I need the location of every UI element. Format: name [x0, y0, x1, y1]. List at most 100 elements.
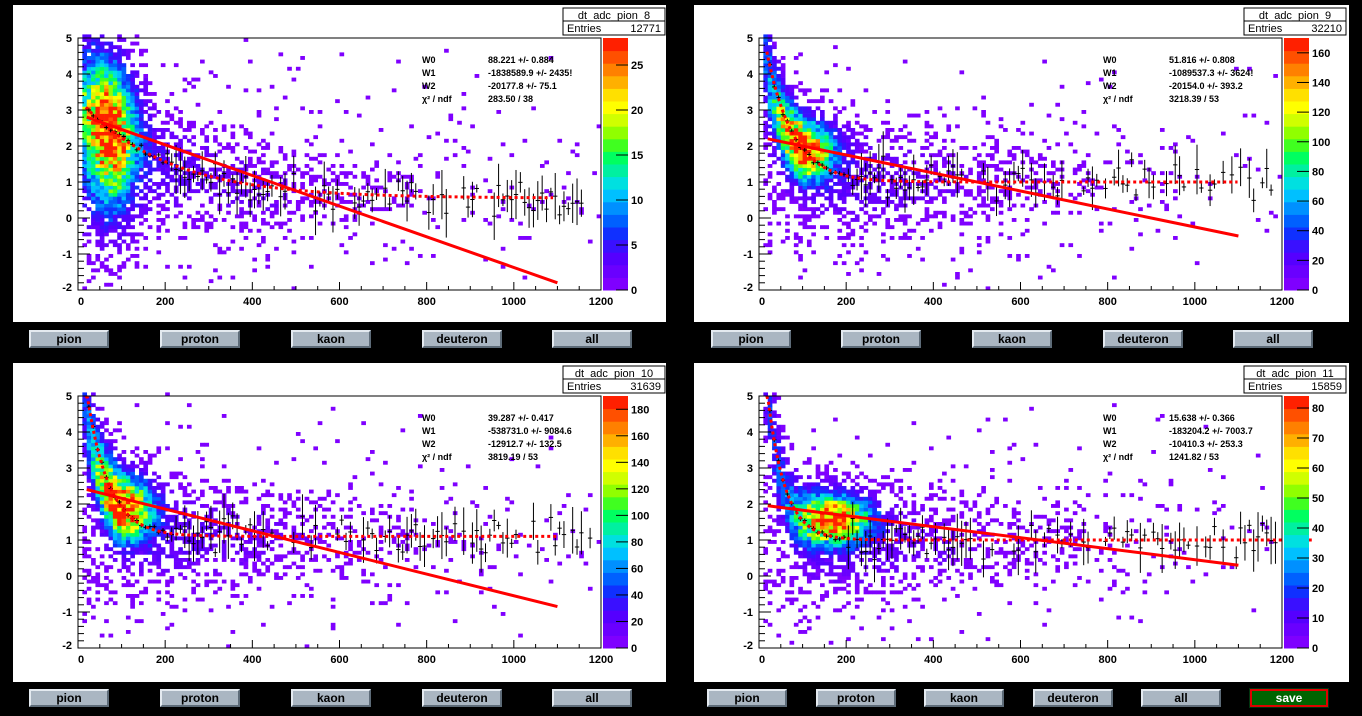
heatmap-cell — [772, 160, 777, 165]
heatmap-cell — [117, 568, 122, 573]
heatmap-cell — [252, 257, 257, 262]
heatmap-cell — [837, 135, 843, 140]
colorbar-segment — [603, 559, 628, 573]
heatmap-cell — [117, 160, 122, 165]
heatmap-cell — [143, 207, 149, 212]
heatmap-cell — [99, 633, 105, 638]
heatmap-cell — [95, 232, 101, 237]
heatmap-cell — [422, 84, 427, 89]
heatmap-cell — [117, 77, 122, 82]
heatmap-cell — [99, 468, 105, 472]
heatmap-cell — [104, 500, 109, 505]
heatmap-cell — [300, 572, 305, 577]
heatmap-cell — [798, 135, 803, 140]
heatmap-cell — [850, 142, 856, 147]
heatmap-cell — [147, 207, 153, 212]
heatmap-cell — [776, 84, 782, 89]
heatmap-cell — [139, 117, 144, 122]
heatmap-cell — [915, 113, 921, 118]
heatmap-cell — [295, 550, 301, 555]
heatmap-cell — [221, 218, 227, 222]
heatmap-cell — [139, 124, 144, 129]
heatmap-cell — [487, 189, 493, 194]
heatmap-cell — [239, 558, 244, 562]
heatmap-cell — [195, 597, 201, 602]
heatmap-cell — [108, 525, 114, 530]
heatmap-cell — [104, 453, 109, 458]
heatmap-cell — [448, 113, 454, 118]
heatmap-cell — [881, 200, 886, 204]
heatmap-cell — [457, 532, 462, 537]
heatmap-cell — [846, 210, 851, 215]
heatmap-cell — [156, 579, 162, 584]
heatmap-cell — [994, 164, 1000, 168]
heatmap-cell — [802, 268, 808, 273]
heatmap-cell — [213, 568, 218, 573]
heatmap-cell — [130, 200, 135, 204]
heatmap-cell — [767, 243, 773, 248]
heatmap-cell — [125, 489, 131, 494]
heatmap-cell — [902, 218, 908, 222]
heatmap-cell — [95, 156, 101, 161]
heatmap-cell — [165, 446, 170, 451]
heatmap-cell — [968, 268, 973, 273]
colorbar-tick-label: 160 — [631, 431, 649, 443]
heatmap-cell — [763, 417, 769, 422]
heatmap-cell — [815, 135, 821, 140]
heatmap-cell — [191, 120, 196, 125]
heatmap-cell — [776, 207, 782, 212]
heatmap-cell — [1024, 228, 1030, 233]
heatmap-cell — [143, 77, 149, 82]
fit-param-value: -1089537.3 +/- 3624! — [1169, 68, 1253, 78]
heatmap-cell — [841, 236, 847, 240]
heatmap-cell — [846, 120, 851, 125]
heatmap-cell — [518, 221, 523, 226]
heatmap-cell — [867, 196, 873, 201]
heatmap-cell — [1098, 77, 1104, 82]
heatmap-cell — [274, 207, 279, 212]
heatmap-cell — [370, 142, 375, 147]
heatmap-cell — [99, 52, 105, 57]
heatmap-cell — [789, 110, 795, 114]
heatmap-cell — [99, 92, 105, 96]
heatmap-cell — [1133, 218, 1139, 222]
heatmap-cell — [902, 232, 908, 237]
heatmap-cell — [86, 146, 92, 150]
heatmap-cell — [134, 178, 140, 183]
heatmap-cell — [147, 493, 153, 498]
heatmap-cell — [378, 601, 384, 606]
heatmap-cell — [108, 99, 114, 104]
heatmap-cell — [435, 590, 441, 595]
heatmap-cell — [815, 178, 821, 183]
heatmap-cell — [933, 153, 938, 158]
heatmap-cell — [195, 164, 201, 168]
heatmap-cell — [772, 153, 777, 158]
heatmap-cell — [204, 146, 210, 150]
heatmap-cell — [828, 146, 834, 150]
heatmap-cell — [160, 146, 166, 150]
heatmap-cell — [117, 236, 122, 240]
heatmap-cell — [780, 84, 786, 89]
heatmap-cell — [959, 232, 965, 237]
heatmap-cell — [112, 228, 118, 233]
heatmap-cell — [269, 604, 275, 609]
heatmap-cell — [1007, 207, 1013, 212]
heatmap-cell — [99, 529, 105, 534]
heatmap-cell — [876, 214, 882, 219]
heatmap-cell — [505, 496, 510, 501]
heatmap-cell — [130, 468, 135, 472]
heatmap-cell — [104, 142, 109, 147]
heatmap-cell — [902, 135, 908, 140]
heatmap-cell — [313, 446, 319, 451]
colorbar-segment — [1284, 189, 1309, 203]
heatmap-cell — [82, 34, 88, 39]
heatmap-cell — [820, 153, 825, 158]
heatmap-cell — [287, 66, 292, 71]
heatmap-cell — [509, 218, 515, 222]
heatmap-cell — [95, 81, 101, 86]
heatmap-cell — [91, 460, 96, 465]
heatmap-cell — [130, 106, 135, 111]
heatmap-cell — [981, 142, 986, 147]
heatmap-cell — [924, 160, 930, 165]
heatmap-cell — [91, 471, 96, 476]
